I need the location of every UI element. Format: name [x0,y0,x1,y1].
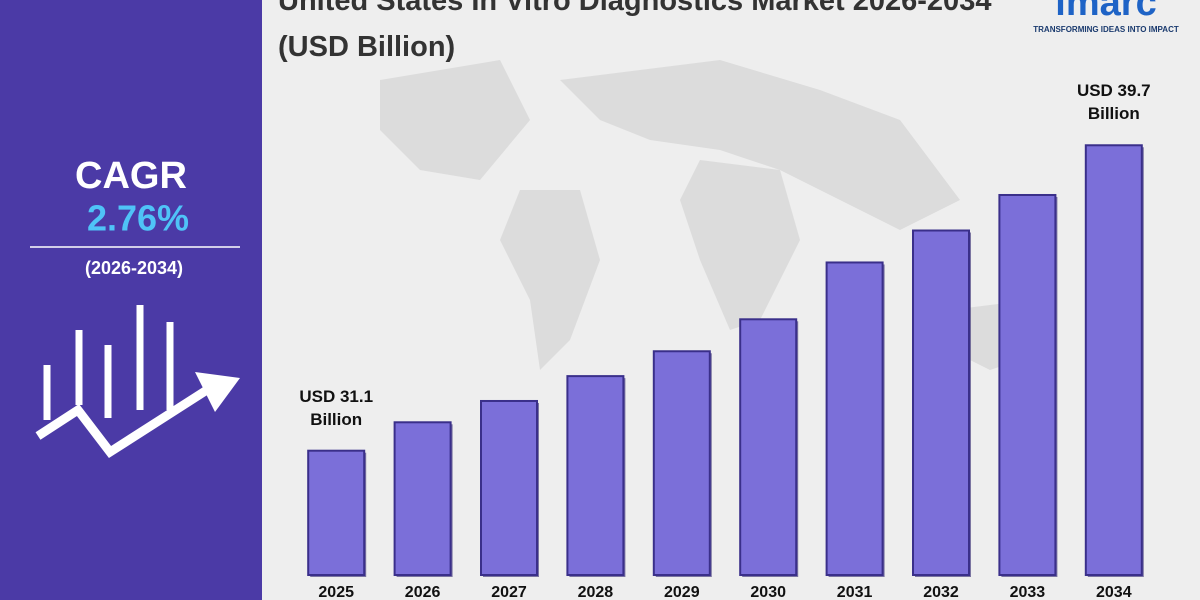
bar [393,421,452,577]
bar [566,375,625,576]
bar [480,399,538,576]
x-tick-label: 2029 [664,584,700,600]
x-tick-label: 2026 [405,584,441,600]
sidebar [0,0,262,600]
x-tick-label: 2025 [318,584,354,600]
logo-brand: imarc [1055,0,1156,24]
x-tick-label: 2028 [578,584,614,600]
x-tick-label: 2034 [1096,584,1132,600]
x-tick-label: 2030 [750,584,786,600]
bar [739,318,798,577]
cagr-value: 2.76% [87,198,189,239]
value-label: USD 39.7 Billion [1076,81,1151,124]
bar [825,261,884,576]
x-tick-label: 2032 [923,584,959,600]
bar [1084,144,1143,576]
x-tick-label: 2027 [491,584,527,600]
bar [912,229,970,576]
chart-title: United States In Vitro Diagnostics Marke… [278,0,992,63]
value-label: USD 31.1 Billion [299,386,374,429]
bar [307,449,366,576]
cagr-label: CAGR [75,155,187,197]
cagr-period: (2026-2034) [85,258,183,278]
bar [998,193,1057,576]
growth-icon [35,305,240,459]
bar [652,350,711,576]
x-tick-label: 2033 [1010,584,1046,600]
logo-tagline: TRANSFORMING IDEAS INTO IMPACT [1033,25,1179,34]
x-tick-label: 2031 [837,584,873,600]
